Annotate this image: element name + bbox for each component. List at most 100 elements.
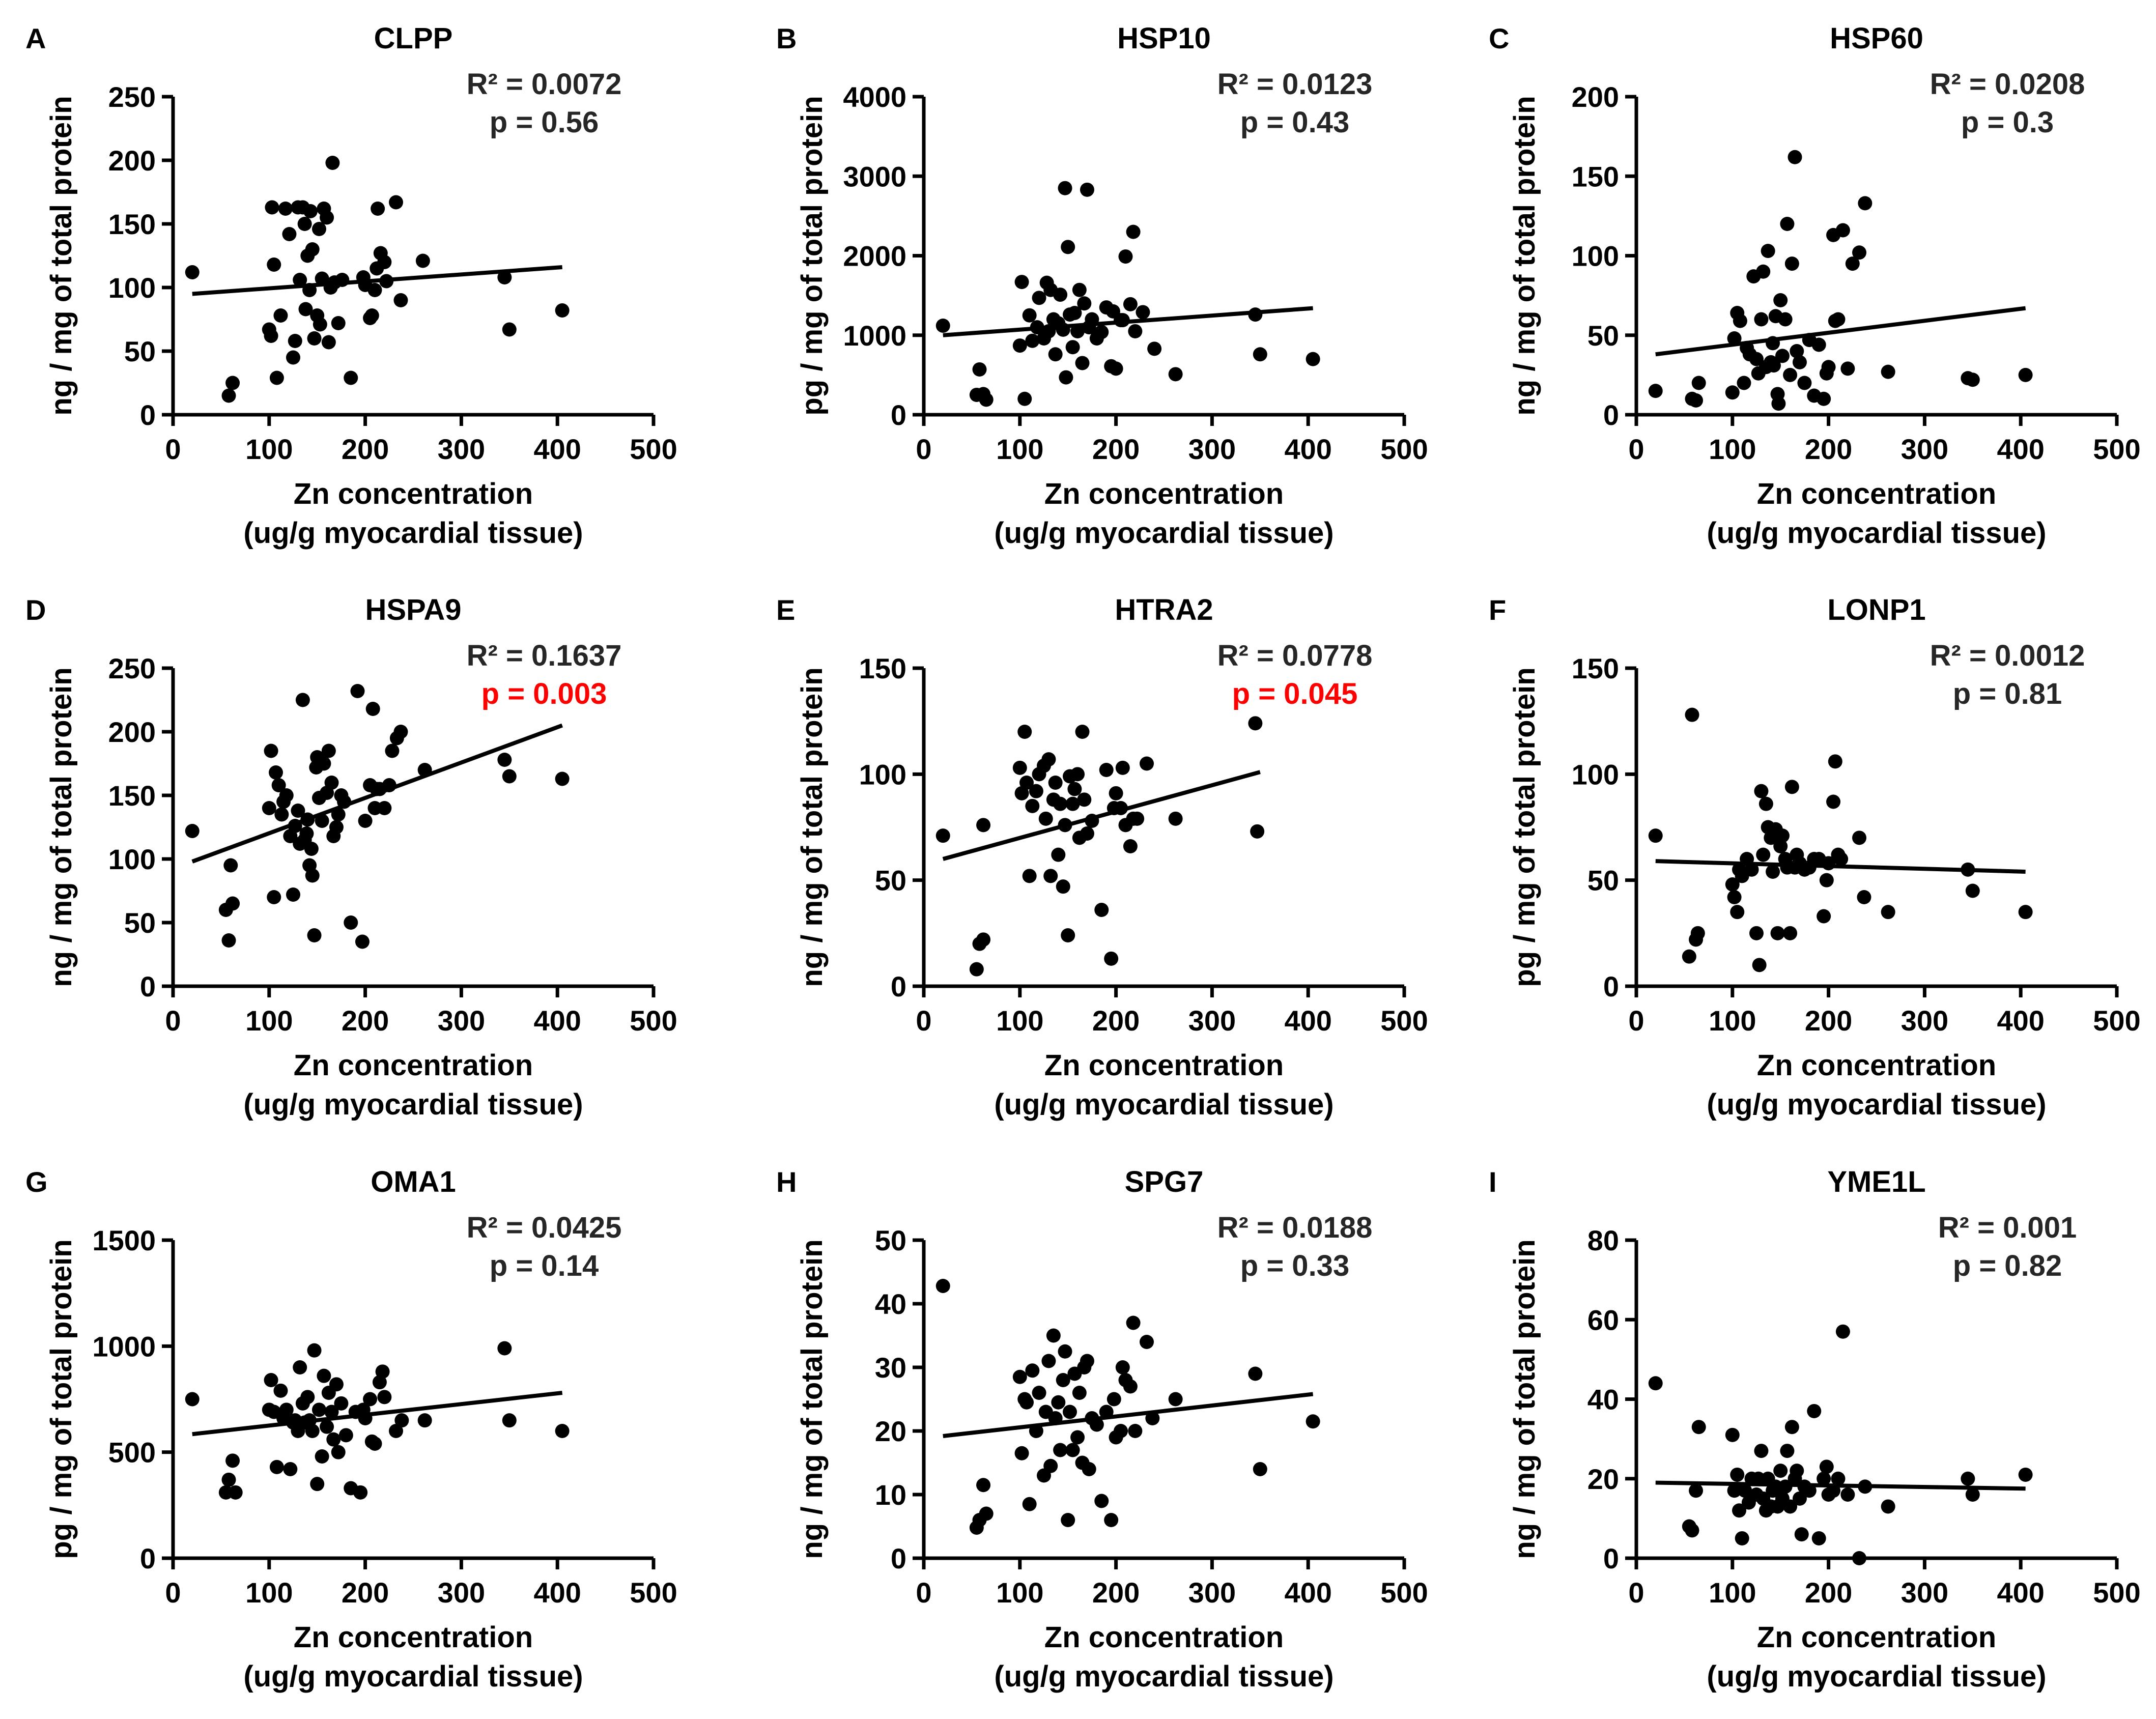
data-point (1053, 288, 1068, 302)
y-tick-label: 200 (108, 145, 156, 177)
data-point (1128, 324, 1143, 338)
data-point (377, 1390, 392, 1405)
data-point (1041, 324, 1056, 338)
data-point (269, 1459, 284, 1474)
data-point (389, 1424, 404, 1438)
data-point (1775, 349, 1790, 363)
data-point (1685, 1523, 1699, 1538)
data-point (1881, 905, 1895, 920)
x-tick-label: 200 (342, 433, 389, 465)
data-point (1689, 393, 1704, 408)
data-point (1017, 725, 1032, 739)
x-tick-label: 500 (2093, 433, 2140, 465)
x-tick-label: 0 (165, 1577, 181, 1609)
y-tick-label: 50 (124, 907, 156, 939)
data-point (1881, 1499, 1895, 1514)
data-point (1056, 322, 1070, 337)
panel-letter: A (25, 22, 46, 54)
y-tick-label: 1000 (92, 1330, 156, 1362)
data-point (1065, 796, 1080, 811)
data-point (972, 362, 987, 377)
data-point (338, 1428, 353, 1443)
data-point (364, 308, 379, 323)
data-point (302, 283, 317, 297)
data-point (273, 1383, 288, 1398)
data-point (415, 253, 430, 268)
data-point (1730, 1467, 1745, 1482)
panel-letter: H (776, 1166, 797, 1198)
y-tick-label: 0 (140, 399, 156, 431)
r-squared-label: R² = 0.0425 (467, 1211, 622, 1244)
data-point (417, 763, 432, 777)
y-tick-label: 0 (891, 970, 906, 1002)
data-point (358, 1411, 373, 1425)
x-tick-label: 0 (1628, 1577, 1644, 1609)
y-tick-label: 50 (1587, 320, 1619, 352)
data-point (329, 820, 344, 835)
data-point (1032, 1386, 1046, 1400)
x-axis-label-line1: Zn concentration (1757, 1621, 1996, 1654)
data-point (293, 273, 307, 287)
r-squared-label: R² = 0.001 (1938, 1211, 2077, 1244)
data-point (1821, 856, 1836, 871)
x-tick-label: 200 (1092, 1005, 1140, 1037)
data-point (1811, 337, 1826, 352)
data-point (1014, 1446, 1029, 1460)
data-point (1802, 1483, 1817, 1498)
data-point (1758, 796, 1773, 811)
x-tick-label: 500 (630, 433, 677, 465)
data-point (1766, 336, 1780, 351)
p-value-label: p = 0.43 (1240, 106, 1349, 139)
x-tick-label: 0 (916, 1005, 931, 1037)
y-tick-label: 100 (108, 843, 156, 875)
panel-title: HSP60 (1830, 22, 1923, 55)
data-point (311, 1402, 326, 1417)
data-point (1775, 828, 1790, 843)
data-point (1085, 312, 1099, 327)
data-point (1029, 784, 1043, 798)
data-point (1046, 1328, 1061, 1343)
x-tick-label: 300 (1901, 1577, 1948, 1609)
data-point (1858, 196, 1873, 211)
data-point (2018, 1467, 2033, 1482)
data-point (1025, 798, 1040, 813)
data-point (335, 273, 350, 287)
data-point (1077, 296, 1092, 311)
data-point (1811, 1531, 1826, 1545)
panel-d: D HSPA9 0 50 100 150 200 250 0 100 200 300 400 500 ng … (25, 593, 677, 1121)
x-tick-label: 100 (245, 433, 293, 465)
data-point (1834, 852, 1849, 866)
x-tick-label: 300 (1901, 433, 1948, 465)
data-point (1048, 1411, 1063, 1425)
data-point (223, 858, 238, 873)
data-point (293, 1360, 307, 1374)
data-point (1732, 1503, 1747, 1518)
data-point (1740, 852, 1754, 866)
data-point (282, 227, 297, 241)
data-point (1099, 1405, 1114, 1419)
x-tick-label: 0 (165, 433, 181, 465)
data-point (1749, 926, 1764, 940)
y-axis-label: pg / mg of total protein (45, 1239, 78, 1559)
data-point (1756, 264, 1771, 279)
y-axis-label: ng / mg of total protein (1508, 1239, 1541, 1559)
data-point (267, 257, 281, 272)
data-point (283, 1462, 298, 1476)
data-point (1067, 782, 1082, 796)
x-tick-label: 300 (1188, 1577, 1236, 1609)
data-point (1058, 818, 1072, 833)
y-tick-label: 150 (859, 652, 906, 684)
data-point (228, 1485, 243, 1500)
data-point (265, 200, 279, 215)
data-point (1085, 814, 1099, 828)
regression-line (943, 1392, 1314, 1438)
data-point (1306, 352, 1320, 366)
data-point (1685, 707, 1699, 722)
y-tick-label: 50 (1587, 865, 1619, 897)
y-tick-label: 0 (891, 1542, 906, 1574)
data-point (367, 283, 382, 297)
data-point (321, 743, 336, 758)
panel-letter: B (776, 22, 797, 54)
y-tick-label: 4000 (843, 81, 906, 113)
data-point (1019, 776, 1034, 790)
